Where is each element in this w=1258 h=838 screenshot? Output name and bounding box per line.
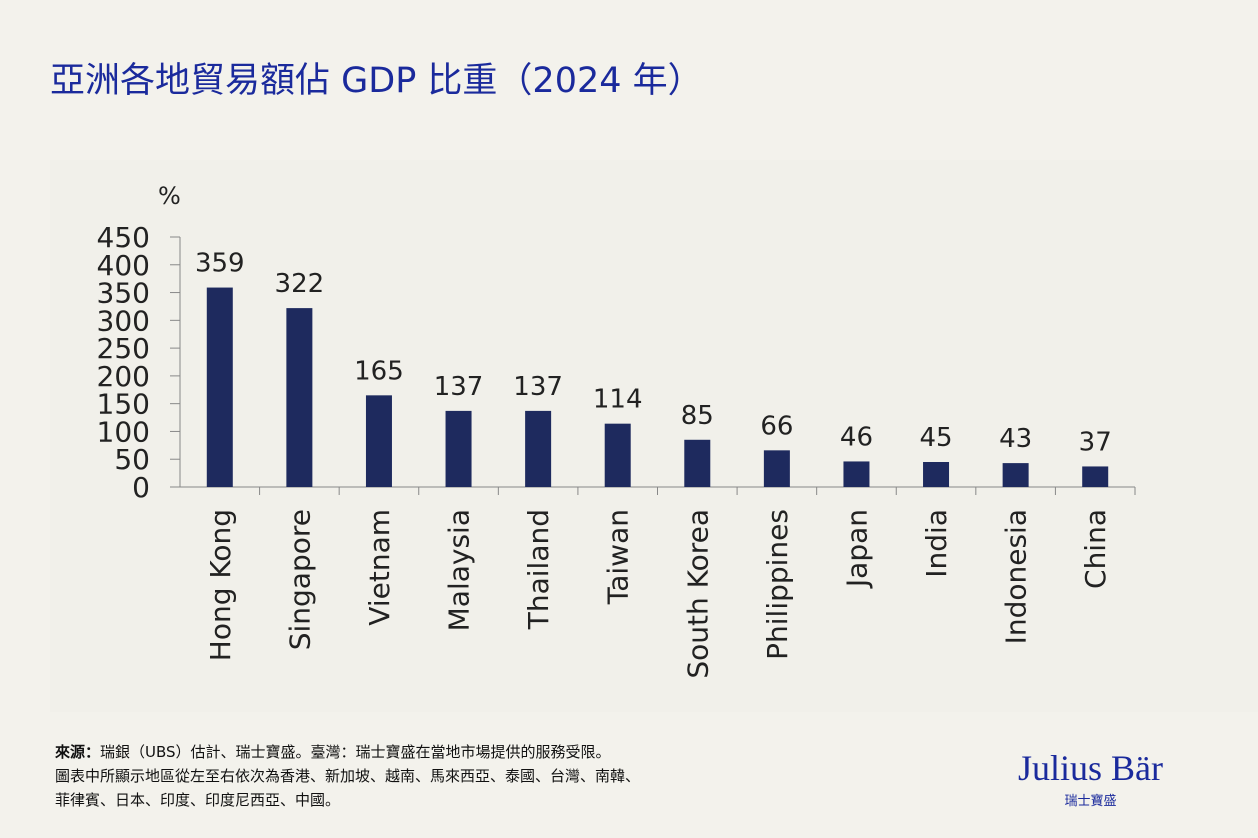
data-label: 165 (354, 356, 404, 386)
logo-name: Julius Bär (1018, 748, 1164, 788)
bar-china (1082, 466, 1109, 487)
footer (50, 712, 1258, 838)
bar-vietnam (365, 395, 392, 487)
bar-indonesia (1002, 463, 1029, 487)
data-label: 85 (681, 401, 714, 431)
x-tick-label: Thailand (522, 509, 555, 630)
x-tick-label: Taiwan (602, 509, 635, 605)
y-tick-label: 450 (97, 221, 150, 254)
data-label: 137 (434, 372, 484, 402)
data-label: 359 (195, 249, 245, 279)
data-label: 137 (513, 372, 563, 402)
x-tick-label: Japan (840, 509, 873, 589)
data-label: 45 (919, 423, 952, 453)
source-line-3: 菲律賓、日本、印度、印度尼西亞、中國。 (55, 791, 341, 809)
x-tick-label: Vietnam (363, 509, 396, 626)
y-tick-label: 150 (97, 388, 150, 421)
y-tick-label: 200 (97, 360, 150, 393)
chart-panel (50, 160, 1258, 715)
x-tick-label: Philippines (761, 509, 794, 660)
x-tick-label: Malaysia (443, 509, 476, 631)
bar-hong-kong (206, 287, 233, 487)
source-line-2: 圖表中所顯示地區從左至右依次為香港、新加坡、越南、馬來西亞、泰國、台灣、南韓、 (55, 767, 641, 785)
bar-taiwan (604, 423, 631, 487)
data-label: 43 (999, 424, 1032, 454)
x-tick-label: Hong Kong (204, 509, 237, 661)
x-tick-label: Singapore (283, 509, 316, 650)
data-label: 114 (593, 385, 643, 415)
data-label: 37 (1079, 427, 1112, 457)
source-note: 來源：瑞銀（UBS）估計、瑞士寶盛。臺灣：瑞士寶盛在當地市場提供的服務受限。 圖… (55, 740, 640, 812)
bar-thailand (525, 410, 552, 487)
x-tick-label: South Korea (681, 509, 714, 679)
data-label: 322 (275, 269, 325, 299)
y-tick-label: 50 (114, 443, 150, 476)
y-tick-label: 0 (132, 471, 150, 504)
data-label: 66 (760, 411, 793, 441)
y-axis-label: % (158, 182, 181, 210)
x-tick-label: India (920, 509, 953, 578)
y-tick-label: 350 (97, 277, 150, 310)
bar-south-korea (684, 439, 711, 487)
bar-malaysia (445, 410, 472, 487)
source-label: 來源： (55, 743, 101, 761)
x-tick-label: Indonesia (1000, 509, 1033, 644)
logo-subtitle: 瑞士寶盛 (1064, 794, 1117, 809)
y-tick-label: 100 (97, 415, 150, 448)
chart-title: 亞洲各地貿易額佔 GDP 比重（2024 年） (50, 61, 703, 101)
bar-india (923, 462, 950, 487)
y-tick-label: 250 (97, 332, 150, 365)
x-tick-label: China (1079, 509, 1112, 589)
y-tick-label: 300 (97, 304, 150, 337)
bar-singapore (286, 308, 313, 487)
y-tick-label: 400 (97, 249, 150, 282)
data-label: 46 (840, 422, 873, 452)
bar-philippines (763, 450, 790, 487)
julius-baer-logo: Julius Bär 瑞士寶盛 (1018, 748, 1163, 809)
bar-japan (843, 461, 870, 487)
source-text: 瑞銀（UBS）估計、瑞士寶盛。臺灣：瑞士寶盛在當地市場提供的服務受限。 (100, 743, 611, 761)
